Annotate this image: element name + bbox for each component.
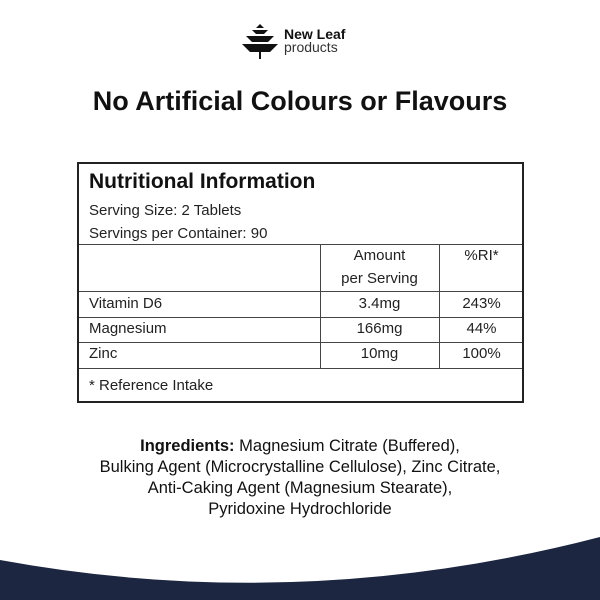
col-amount-2: per Serving <box>341 270 418 287</box>
row-name: Zinc <box>89 345 118 362</box>
col-amount-1: Amount <box>353 247 406 264</box>
row-ri: 100% <box>462 345 501 362</box>
brand-sub: products <box>284 39 338 55</box>
col-ri: %RI* <box>464 247 499 264</box>
serving-size: Serving Size: 2 Tablets <box>89 202 242 219</box>
ingredients: Ingredients: Magnesium Citrate (Buffered… <box>0 436 600 520</box>
servings-per-container: Servings per Container: 90 <box>89 225 268 242</box>
leaf-tree-icon <box>242 24 278 59</box>
ingredients-line: Pyridoxine Hydrochloride <box>208 500 392 518</box>
brand-logo: New Leaf products <box>242 22 345 60</box>
ingredients-label: Ingredients: <box>140 437 235 455</box>
footnote: * Reference Intake <box>89 377 214 394</box>
brand-name: New Leaf <box>284 26 346 42</box>
ingredients-line: Magnesium Citrate (Buffered), <box>234 437 460 455</box>
row-ri: 243% <box>462 295 501 312</box>
row-amount: 3.4mg <box>358 295 401 312</box>
row-name: Vitamin D6 <box>89 295 163 312</box>
nutrition-table: Nutritional Information Serving Size: 2 … <box>77 162 524 403</box>
row-ri: 44% <box>466 320 497 337</box>
row-amount: 166mg <box>356 320 403 337</box>
table-title: Nutritional Information <box>89 170 316 193</box>
headline: No Artificial Colours or Flavours <box>92 86 508 116</box>
ingredients-line: Anti-Caking Agent (Magnesium Stearate), <box>147 479 453 497</box>
row-name: Magnesium <box>89 320 167 337</box>
ingredients-line: Bulking Agent (Microcrystalline Cellulos… <box>99 458 501 476</box>
row-amount: 10mg <box>360 345 399 362</box>
